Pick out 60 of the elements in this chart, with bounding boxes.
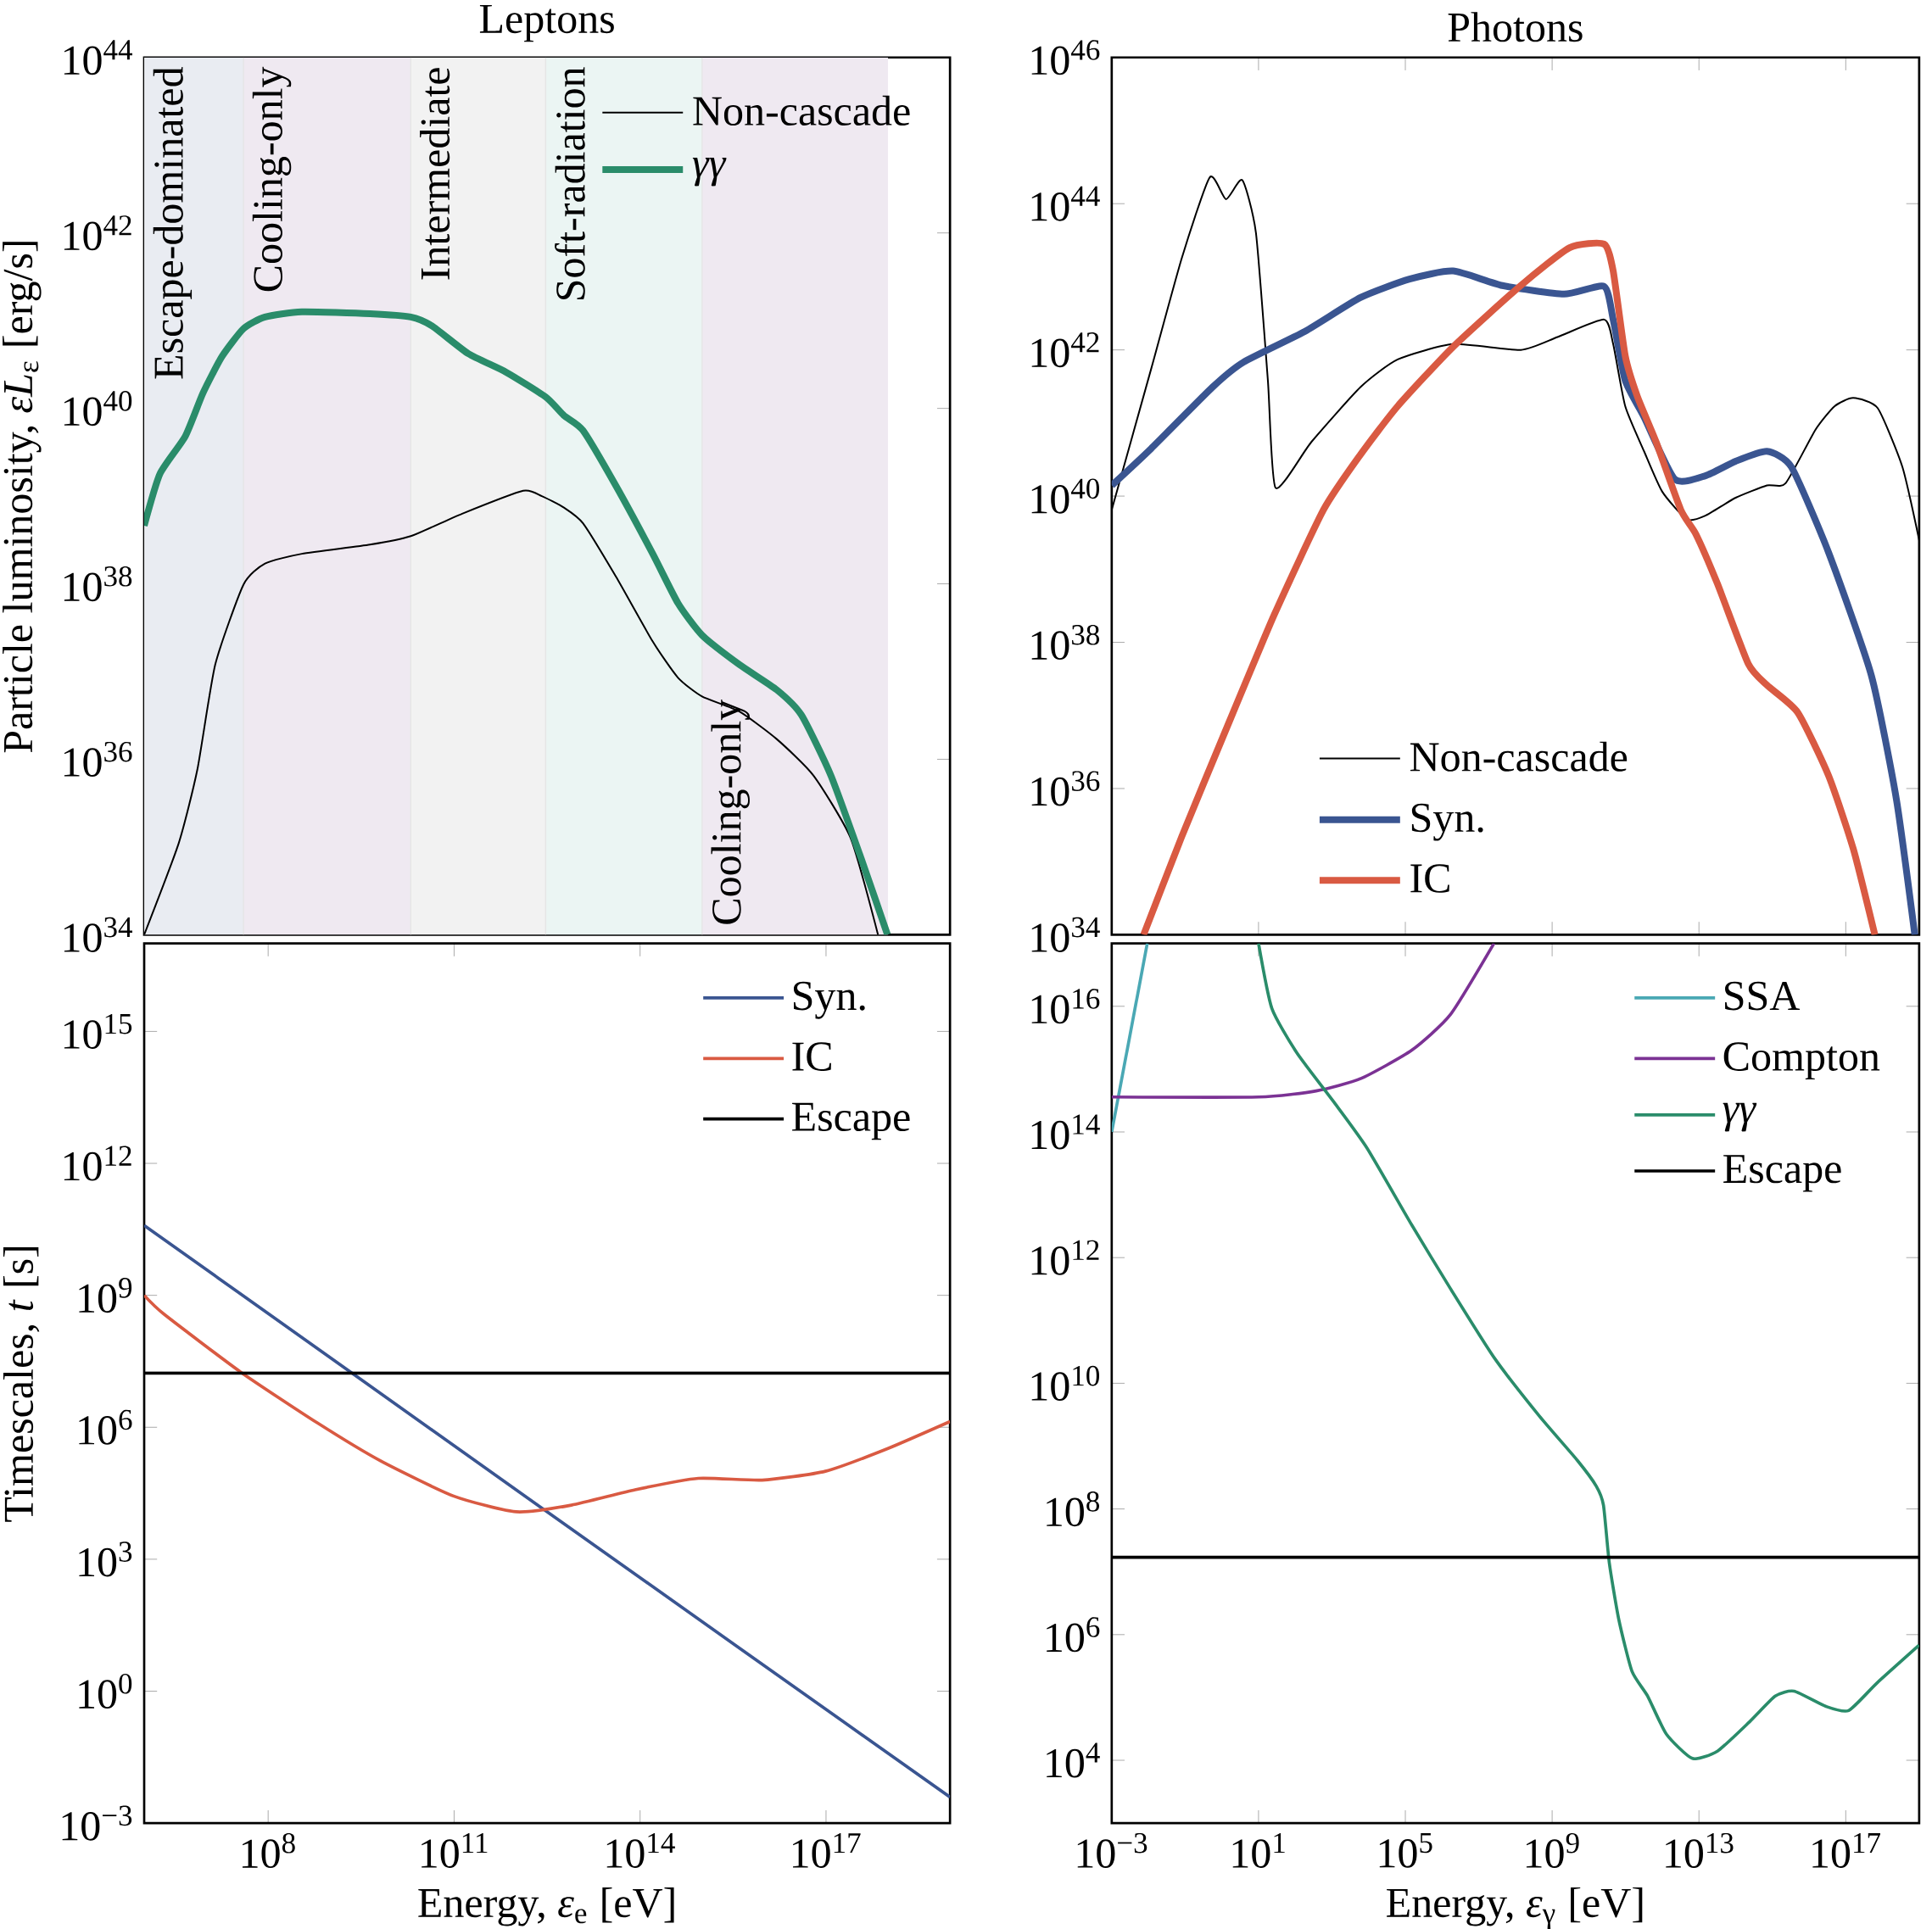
y-tick-label: 10$^{34}$ [1031, 917, 1100, 952]
legend-label: IC [1410, 864, 1449, 893]
legend-label: Non-cascade [693, 95, 910, 125]
y-tick-label: 10$^{3}$ [79, 1542, 132, 1577]
y-tick-label: 10$^{12}$ [64, 1146, 131, 1181]
y-tick-label: 10$^{8}$ [1047, 1491, 1100, 1527]
y-tick-label: 10$^{−3}$ [62, 1805, 132, 1841]
legend-label: IC [792, 1042, 831, 1071]
y-tick-label: 10$^{6}$ [1047, 1617, 1100, 1653]
legend-label: Escape [1723, 1155, 1841, 1192]
x-axis-title: Energy, ε$_{e}$ [eV] [418, 1887, 674, 1926]
y-tick-label: 10$^{40}$ [64, 390, 132, 426]
x-tick-label: 10$^{17}$ [792, 1832, 861, 1868]
x-tick-label: 10$^{1}$ [1232, 1832, 1285, 1868]
y-tick-label: 10$^{10}$ [1031, 1365, 1100, 1401]
x-tick-label: 10$^{13}$ [1666, 1832, 1734, 1868]
band-label: Escape-dominated [153, 66, 193, 379]
x-tick-label: 10$^{17}$ [1812, 1832, 1880, 1868]
y-tick-label: 10$^{12}$ [1031, 1240, 1099, 1275]
y-tick-label: 10$^{4}$ [1047, 1742, 1100, 1778]
x-tick-label: 10$^{−3}$ [1077, 1832, 1147, 1868]
y-tick-label: 10$^{9}$ [79, 1278, 132, 1313]
y-tick-label: 10$^{46}$ [1031, 40, 1100, 75]
y-axis-title: Timescales, t [s] [3, 1246, 40, 1522]
chart-title: Leptons [479, 4, 614, 42]
y-tick-label: 10$^{14}$ [1031, 1114, 1100, 1150]
legend-label: Non-cascade [1410, 741, 1628, 772]
band-label: Soft-radiation [555, 67, 585, 299]
y-tick-label: 10$^{36}$ [1031, 771, 1100, 806]
x-axis-title: Energy, ε$_{γ}$ [eV] [1387, 1887, 1643, 1929]
y-tick-label: 10$^{15}$ [64, 1013, 132, 1049]
y-tick-label: 10$^{44}$ [64, 40, 132, 75]
y-axis-title: Particle luminosity, εL$_{ε}$ [erg/s] [3, 242, 42, 753]
y-tick-label: 10$^{34}$ [64, 917, 132, 952]
y-tick-label: 10$^{42}$ [1031, 332, 1099, 368]
band-label: Cooling-only [711, 699, 750, 924]
band-label: Cooling-only [252, 66, 292, 292]
legend-label: Compton [1723, 1042, 1880, 1080]
y-tick-label: 10$^{6}$ [79, 1409, 132, 1445]
y-tick-label: 10$^{0}$ [79, 1673, 132, 1709]
x-tick-label: 10$^{9}$ [1526, 1832, 1579, 1868]
y-tick-label: 10$^{36}$ [64, 741, 132, 777]
band-label: Intermediate [420, 68, 450, 280]
legend-label: Escape [792, 1102, 910, 1140]
y-tick-label: 10$^{38}$ [64, 566, 132, 602]
legend-label: γγ [692, 157, 727, 187]
y-tick-label: 10$^{40}$ [1031, 478, 1100, 514]
legend-label: SSA [1725, 981, 1801, 1011]
legend-label: γγ [1723, 1102, 1757, 1132]
x-tick-label: 10$^{14}$ [606, 1832, 675, 1868]
y-tick-label: 10$^{16}$ [1031, 989, 1100, 1024]
y-tick-label: 10$^{42}$ [64, 215, 131, 251]
y-tick-label: 10$^{44}$ [1031, 186, 1100, 221]
chart-title: Photons [1448, 12, 1583, 42]
x-tick-label: 10$^{11}$ [422, 1832, 488, 1868]
x-tick-label: 10$^{5}$ [1379, 1832, 1432, 1868]
y-tick-label: 10$^{38}$ [1031, 624, 1100, 661]
x-tick-label: 10$^{8}$ [242, 1832, 295, 1869]
legend-label: Syn. [1411, 803, 1483, 841]
legend-label: Syn. [793, 981, 865, 1019]
